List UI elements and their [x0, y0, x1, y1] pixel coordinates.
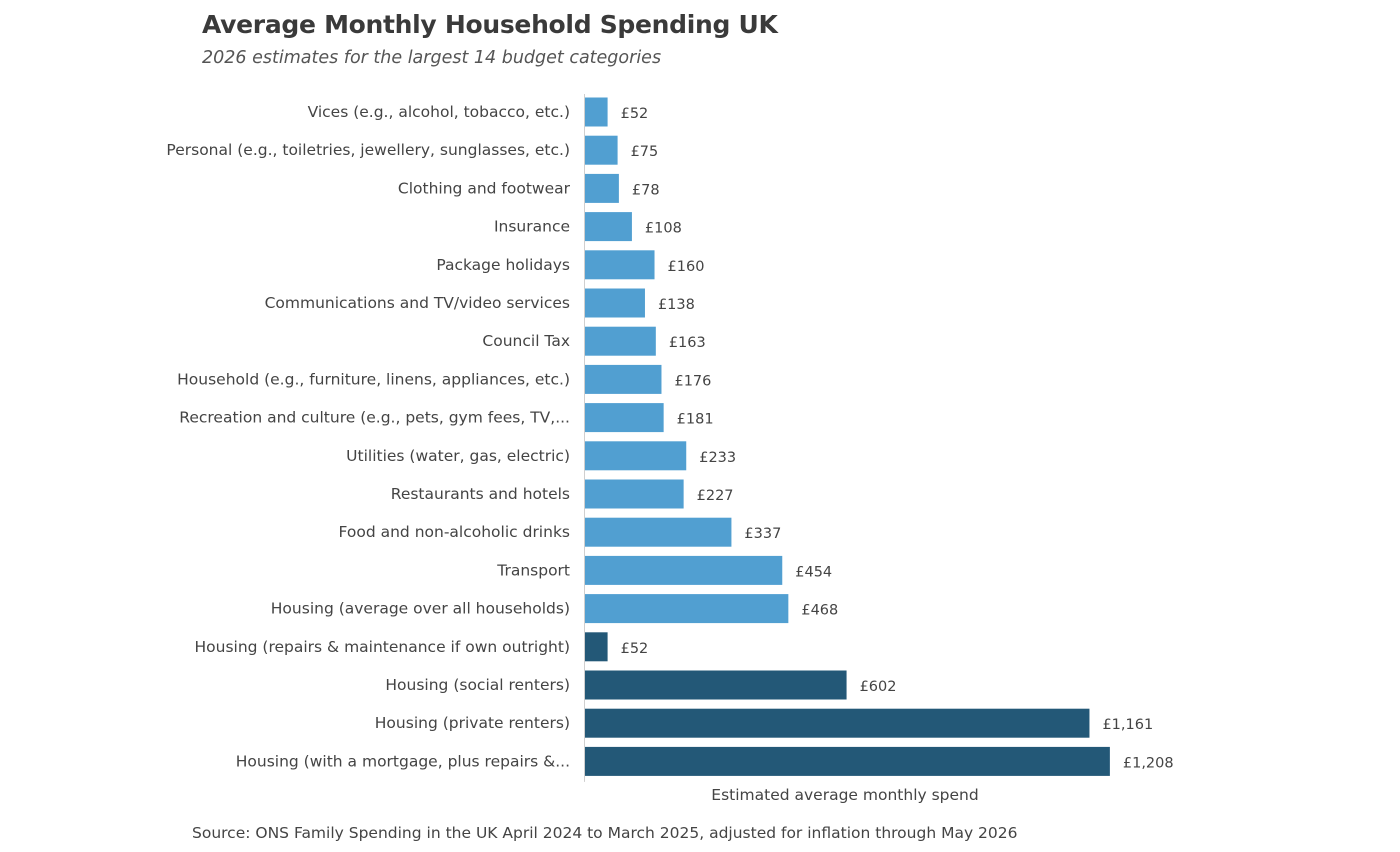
- bar-10: [585, 479, 684, 509]
- value-label: £181: [677, 412, 714, 428]
- category-label: Housing (social renters): [385, 676, 570, 694]
- value-label: £78: [632, 182, 660, 198]
- bar-5: [585, 288, 645, 318]
- chart-subtitle: 2026 estimates for the largest 14 budget…: [202, 48, 662, 68]
- chart-title: Average Monthly Household Spending UK: [202, 10, 778, 39]
- bar-7: [585, 364, 662, 394]
- category-label: Package holidays: [436, 256, 570, 274]
- bar-8: [585, 403, 664, 433]
- value-label: £108: [645, 221, 682, 237]
- value-label: £227: [697, 488, 734, 504]
- value-label: £1,208: [1123, 755, 1174, 771]
- bar-14: [585, 632, 608, 662]
- value-label: £233: [699, 450, 736, 466]
- bar-11: [585, 517, 732, 547]
- value-label: £1,161: [1102, 717, 1153, 733]
- value-label: £602: [860, 679, 897, 695]
- bar-2: [585, 173, 619, 203]
- value-label: £160: [668, 259, 705, 275]
- category-label: Housing (private renters): [375, 714, 570, 732]
- category-label: Utilities (water, gas, electric): [346, 447, 570, 465]
- x-axis-title: Estimated average monthly spend: [711, 786, 978, 804]
- category-label: Food and non-alcoholic drinks: [339, 523, 570, 541]
- value-labels-layer: £52 £75 £78 £108 £160 £138 £163 £176 £181 £233 £22…: [621, 106, 1174, 771]
- value-label: £52: [621, 641, 649, 657]
- category-label: Housing (average over all households): [271, 600, 570, 618]
- bar-9: [585, 441, 687, 471]
- bar-6: [585, 326, 656, 356]
- category-label: Personal (e.g., toiletries, jewellery, s…: [166, 141, 570, 159]
- value-label: £176: [674, 373, 711, 389]
- value-label: £468: [801, 603, 838, 619]
- bar-15: [585, 670, 847, 700]
- category-label: Insurance: [494, 218, 570, 236]
- value-label: £163: [669, 335, 706, 351]
- bar-0: [585, 97, 608, 127]
- bar-1: [585, 135, 618, 165]
- category-label: Clothing and footwear: [398, 179, 571, 197]
- bar-3: [585, 212, 632, 242]
- category-label: Housing (repairs & maintenance if own ou…: [194, 638, 570, 656]
- bar-12: [585, 555, 783, 585]
- source-note: Source: ONS Family Spending in the UK Ap…: [192, 824, 1018, 842]
- category-label: Vices (e.g., alcohol, tobacco, etc.): [308, 103, 570, 121]
- value-label: £337: [744, 526, 781, 542]
- category-label: Housing (with a mortgage, plus repairs &…: [236, 752, 570, 770]
- category-label: Communications and TV/video services: [265, 294, 570, 312]
- value-label: £454: [795, 564, 832, 580]
- category-label: Restaurants and hotels: [391, 485, 570, 503]
- bars-layer: [585, 97, 1110, 776]
- value-label: £75: [631, 144, 659, 160]
- category-label: Council Tax: [482, 332, 570, 350]
- value-label: £52: [621, 106, 649, 122]
- category-labels-layer: Vices (e.g., alcohol, tobacco, etc.) Pers…: [166, 103, 570, 770]
- value-label: £138: [658, 297, 695, 313]
- category-label: Recreation and culture (e.g., pets, gym …: [179, 409, 570, 427]
- bar-13: [585, 594, 789, 624]
- bar-17: [585, 746, 1110, 776]
- bar-16: [585, 708, 1090, 738]
- category-label: Transport: [496, 561, 570, 579]
- bar-4: [585, 250, 655, 280]
- category-label: Household (e.g., furniture, linens, appl…: [177, 370, 570, 388]
